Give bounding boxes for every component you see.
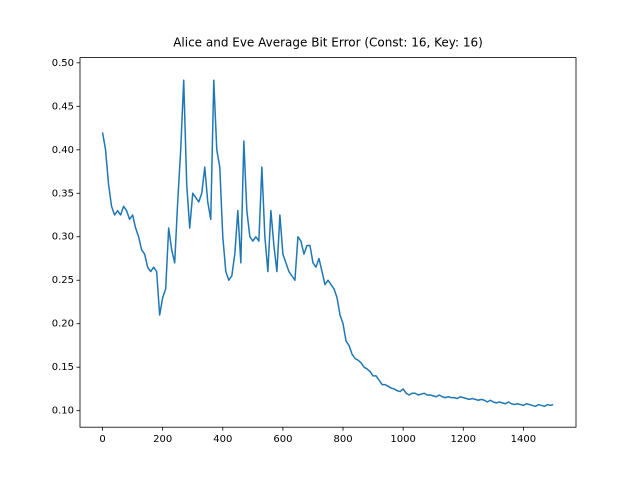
x-tick-label: 1000 <box>390 434 415 445</box>
chart-title: Alice and Eve Average Bit Error (Const: … <box>173 36 483 50</box>
line-series <box>101 79 554 408</box>
plot-frame <box>79 57 577 428</box>
x-tick-label: 0 <box>99 434 105 445</box>
y-tick-label: 0.10 <box>52 406 74 417</box>
x-tick-label: 200 <box>153 434 172 445</box>
x-tick-label: 800 <box>333 434 352 445</box>
y-tick-label: 0.35 <box>52 188 74 199</box>
y-tick-label: 0.45 <box>52 101 74 112</box>
x-tick-label: 400 <box>213 434 232 445</box>
y-tick-label: 0.20 <box>52 319 74 330</box>
x-tick-label: 600 <box>273 434 292 445</box>
y-tick-label: 0.25 <box>52 275 74 286</box>
y-tick-label: 0.30 <box>52 232 74 243</box>
x-tick-label: 1200 <box>451 434 476 445</box>
y-tick-label: 0.15 <box>52 362 74 373</box>
x-tick-label: 1400 <box>511 434 536 445</box>
y-tick-label: 0.40 <box>52 145 74 156</box>
y-tick-label: 0.50 <box>52 58 74 69</box>
